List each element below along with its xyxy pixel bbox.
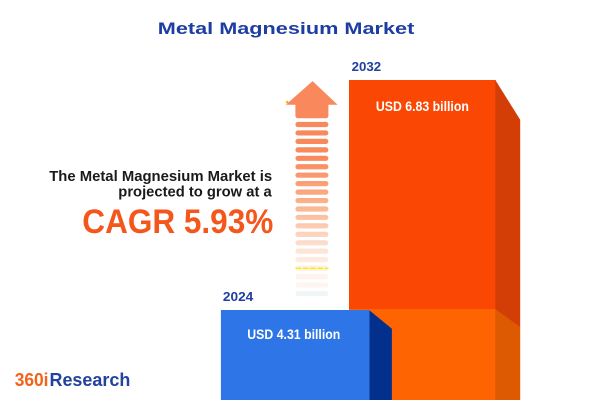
svg-text:Metal Magnesium Market: Metal Magnesium Market [158, 20, 415, 38]
svg-text:USD 6.83 billion: USD 6.83 billion [376, 98, 469, 114]
svg-text:2032: 2032 [352, 60, 382, 74]
svg-text:2024: 2024 [223, 290, 253, 304]
svg-text:projected to grow at a: projected to grow at a [118, 184, 272, 201]
svg-text:The Metal Magnesium Market is: The Metal Magnesium Market is [49, 168, 272, 185]
svg-text:Research: Research [50, 370, 131, 390]
svg-text:CAGR 5.93%: CAGR 5.93% [82, 203, 273, 241]
svg-text:360i: 360i [15, 370, 49, 390]
svg-text:USD 4.31 billion: USD 4.31 billion [247, 326, 340, 342]
